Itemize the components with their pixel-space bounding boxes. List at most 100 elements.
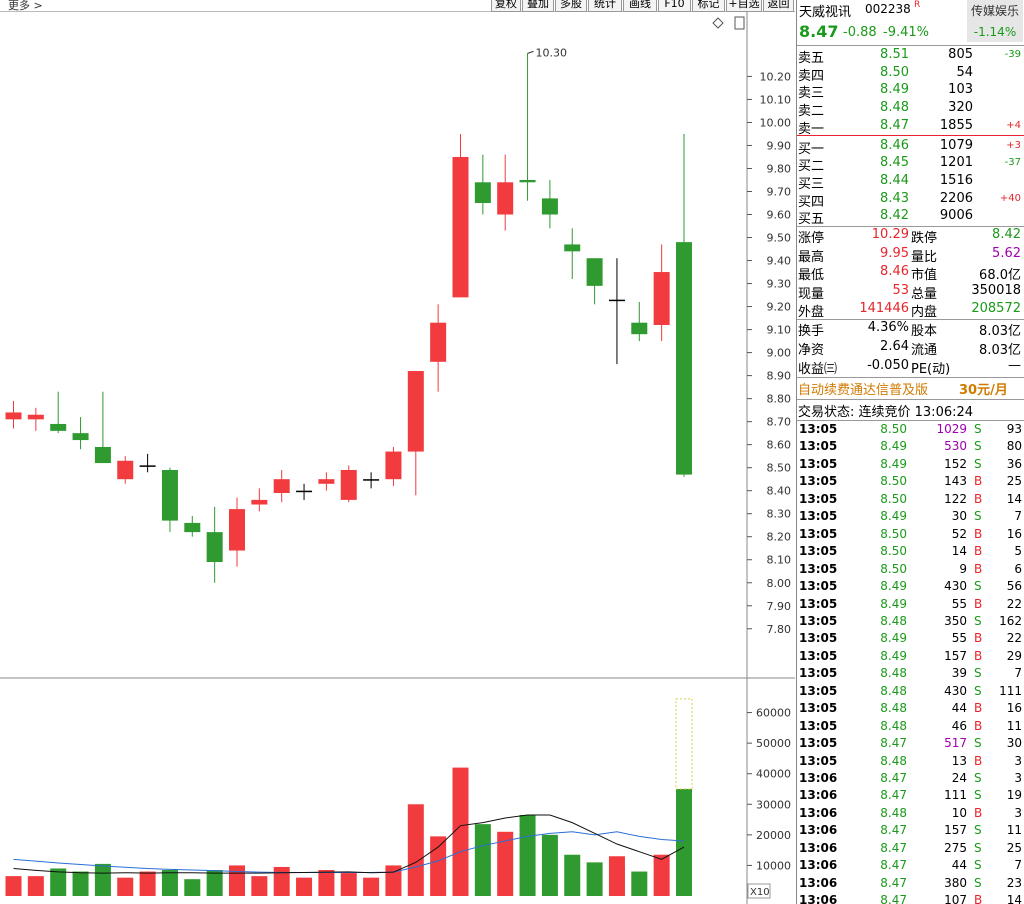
tick-row: 13:05 8.50 122 B 14 (797, 492, 1024, 509)
toolbar-button-3[interactable]: 统计 (588, 0, 622, 12)
tick-time: 13:05 (799, 701, 838, 716)
candle-body (430, 322, 447, 362)
tick-time: 13:05 (799, 596, 838, 611)
toolbar-button-6[interactable]: 标记 (692, 0, 725, 12)
ad-price: 30元/月 (959, 383, 1008, 398)
candle-body (541, 198, 558, 215)
tick-count: 6 (1014, 561, 1022, 576)
tick-side: S (974, 875, 982, 890)
order-volume: 9006 (939, 208, 973, 224)
volume-bar (363, 877, 380, 896)
toolbar-button-0[interactable]: 复权 (491, 0, 521, 12)
tick-time: 13:05 (799, 456, 838, 471)
tick-row: 13:06 8.47 111 S 19 (797, 788, 1024, 805)
price-tick-label: 9.70 (767, 186, 792, 199)
tick-count: 16 (1006, 701, 1022, 716)
stat-label: 最低 (798, 268, 825, 284)
sector-box[interactable]: 传媒娱乐 -1.14% (967, 0, 1023, 42)
stat-value: 8.46 (880, 264, 909, 280)
tick-count: 162 (999, 613, 1022, 628)
stat-row: 换手 4.36% 股本 8.03亿 (797, 320, 1024, 339)
tick-row: 13:05 8.48 430 S 111 (797, 684, 1024, 701)
kline-chart[interactable]: 10.20 10.10 10.00 9.90 9.80 9.70 9.60 9.50 9.40 9… (0, 0, 795, 904)
volume-bar (676, 789, 692, 896)
order-volume: 1516 (939, 172, 973, 188)
tick-time: 13:05 (799, 474, 838, 489)
stat-label: 股本 (911, 324, 938, 339)
tick-side: S (974, 422, 982, 436)
tick-time: 13:05 (799, 526, 838, 541)
stock-header: 天威视讯 002238 R (797, 0, 1024, 20)
tick-price: 8.50 (880, 474, 907, 489)
candle-body (5, 412, 22, 420)
price-tick-label: 9.80 (767, 162, 792, 175)
tick-side: B (974, 544, 983, 559)
volume-bar (385, 865, 402, 896)
ask-row: 卖三 8.49 103 (797, 82, 1024, 101)
order-label: 买一 (798, 141, 825, 157)
volume-tick-label: 10000 (756, 859, 791, 872)
ad-banner[interactable]: 自动续费通达信普及版 30元/月 (797, 379, 1024, 399)
tick-row: 13:05 8.49 430 S 56 (797, 579, 1024, 596)
tick-volume: 1029 (936, 422, 967, 436)
toolbar-button-4[interactable]: 画线 (623, 0, 657, 12)
tick-price: 8.50 (880, 422, 907, 436)
tick-side: B (974, 805, 983, 820)
order-volume: 103 (948, 82, 973, 98)
stat-label: 市值 (911, 268, 938, 284)
order-price: 8.48 (880, 100, 909, 116)
more-menu[interactable]: 更多 > (8, 0, 43, 12)
stat-row: 最低 8.46 市值 68.0亿 (797, 264, 1024, 284)
order-price: 8.43 (880, 190, 909, 206)
volume-bar (318, 870, 335, 896)
tick-count: 11 (1006, 718, 1022, 733)
volume-tick-label: 60000 (756, 707, 791, 720)
price-tick-label: 7.90 (767, 600, 792, 613)
price-tick-label: 8.60 (767, 439, 792, 452)
tick-time: 13:06 (799, 840, 838, 855)
toolbar-button-2[interactable]: 多股 (555, 0, 587, 12)
stat-value: 10.29 (871, 227, 909, 242)
toolbar-button-7[interactable]: +自选 (726, 0, 762, 12)
tick-time: 13:05 (799, 579, 838, 594)
toolbar-button-1[interactable]: 叠加 (522, 0, 554, 12)
candle-body (497, 182, 514, 215)
stat-label: 现量 (798, 286, 825, 302)
tick-count: 22 (1006, 596, 1022, 611)
candle-body (452, 156, 469, 298)
tick-row: 13:06 8.47 44 S 7 (797, 858, 1024, 875)
order-change: +3 (1006, 139, 1021, 151)
volume-tick-label: 30000 (756, 798, 791, 811)
tick-time: 13:06 (799, 823, 838, 838)
tick-price: 8.48 (880, 613, 907, 628)
separator (797, 226, 1024, 227)
order-volume: 1079 (939, 137, 973, 153)
candle-body (251, 499, 268, 505)
toolbar-button-8[interactable]: 返回 (763, 0, 794, 12)
tick-volume: 14 (951, 544, 967, 559)
volume-unit-label: X10 (750, 887, 770, 898)
tick-count: 111 (999, 683, 1022, 698)
tick-row: 13:05 8.48 13 B 3 (797, 754, 1024, 771)
panel-toggle-icon (734, 16, 745, 30)
tick-volume: 44 (951, 701, 967, 716)
volume-projection (675, 698, 693, 790)
tick-count: 7 (1014, 858, 1022, 873)
tick-count: 29 (1006, 648, 1022, 663)
price-tick-label: 8.80 (767, 393, 792, 406)
tick-count: 14 (1006, 893, 1022, 904)
tick-row: 13:05 8.49 30 S 7 (797, 509, 1024, 526)
price-tick-label: 9.90 (767, 139, 792, 152)
stat-value: 350018 (971, 282, 1021, 298)
price-tick-label: 10.10 (760, 93, 792, 106)
order-volume: 54 (956, 64, 973, 80)
stat-row: 收益㈢ -0.050 PE(动) — (797, 358, 1024, 377)
tick-price: 8.50 (880, 544, 907, 559)
tick-row: 13:06 8.47 380 S 23 (797, 876, 1024, 893)
max-price-label: 10.30 (536, 46, 568, 59)
toolbar-button-5[interactable]: F10 (658, 0, 691, 12)
order-volume: 1855 (939, 117, 973, 133)
tick-row: 13:05 8.49 55 B 22 (797, 631, 1024, 648)
tick-price: 8.47 (880, 840, 907, 855)
tick-time: 13:05 (799, 491, 838, 506)
